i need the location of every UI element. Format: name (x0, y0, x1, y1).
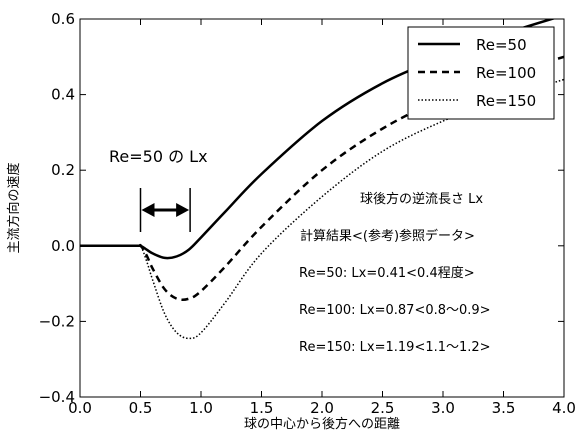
x-tick-label: 3.0 (431, 399, 455, 417)
legend-label-re100: Re=100 (476, 64, 536, 82)
annotation-line-2: 計算結果<(参考)参照データ> (300, 228, 475, 244)
lx-arrow-head-right (176, 203, 190, 217)
x-axis-label: 球の中心から後方への距離 (244, 416, 400, 432)
annotation-line-1: 球後方の逆流長さ Lx (360, 191, 483, 207)
legend-label-re150: Re=150 (476, 92, 536, 110)
legend: Re=50 Re=100 Re=150 (407, 26, 555, 120)
y-axis-label: 主流方向の速度 (6, 162, 22, 253)
lx-label: Re=50 の Lx (109, 147, 208, 166)
lx-arrow-head-left (141, 203, 155, 217)
annotation-line-5: Re=150: Lx=1.19<1.1〜1.2> (299, 340, 491, 355)
legend-label-re50: Re=50 (476, 36, 527, 54)
annotation-line-3: Re=50: Lx=0.41<0.4程度> (299, 265, 475, 281)
y-tick-label: −0.2 (39, 312, 75, 330)
x-tick-label: 3.5 (492, 399, 516, 417)
series-line-re150 (80, 78, 564, 340)
x-tick-label: 0.5 (129, 399, 153, 417)
x-tick-label: 1.0 (189, 399, 213, 417)
y-tick-label: 0.6 (51, 10, 75, 28)
x-tick-label: 4.0 (552, 399, 576, 417)
x-tick-label: 1.5 (250, 399, 274, 417)
x-tick-label: 2.5 (371, 399, 395, 417)
y-tick-label: 0.0 (51, 237, 75, 255)
annotation-line-4: Re=100: Lx=0.87<0.8〜0.9> (299, 303, 491, 318)
y-tick-label: −0.4 (39, 388, 75, 406)
lx-arrow (139, 188, 191, 232)
x-tick-label: 0.0 (68, 399, 92, 417)
x-tick-label: 2.0 (310, 399, 334, 417)
y-tick-label: 0.2 (51, 161, 75, 179)
y-tick-label: 0.4 (51, 86, 75, 104)
